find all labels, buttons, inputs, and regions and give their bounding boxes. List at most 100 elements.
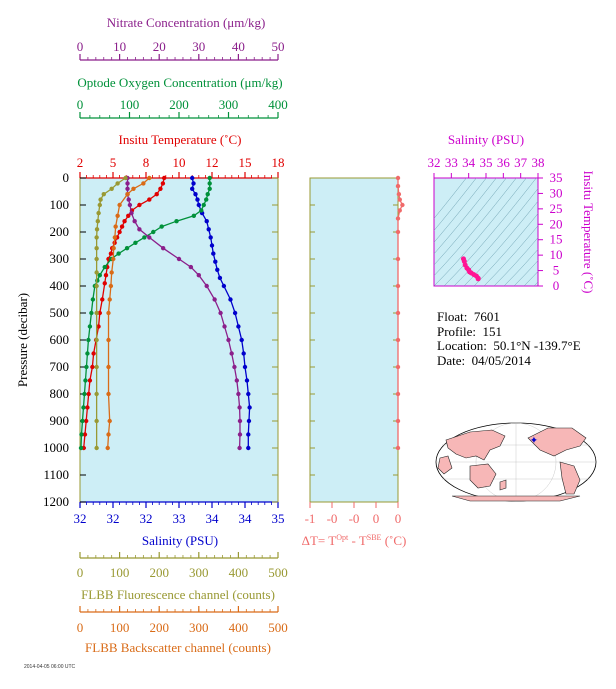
temperature-point <box>137 202 142 208</box>
ts-temperature-tick-label: 5 <box>553 263 560 278</box>
salinity-point <box>195 197 200 202</box>
oxygen-point <box>82 391 87 397</box>
nitrate-point <box>222 324 227 329</box>
ax-nitrate-tick-label: 50 <box>272 39 285 54</box>
ax-sal-tick-label: 32 <box>74 511 87 526</box>
nitrate-point <box>237 432 243 437</box>
density-contour <box>483 225 538 286</box>
backscatter-point <box>107 297 112 302</box>
ts-temperature-tick-label: 20 <box>550 216 563 231</box>
map-land <box>437 427 587 502</box>
oxygen-point <box>207 181 212 186</box>
oxygen-point <box>102 264 107 270</box>
delta-t-axis: -1 -0 -0 0 0 <box>305 502 402 526</box>
ax-temp-tick-label: 12 <box>206 155 219 170</box>
fluorescence-point <box>115 181 120 186</box>
ax-fl-tick-label: 300 <box>189 565 209 580</box>
delta-t-tick-label: -1 <box>305 511 316 526</box>
density-contours <box>434 178 538 286</box>
backscatter-point <box>115 213 120 218</box>
ts-salinity-axis-title: Salinity (PSU) <box>448 132 524 147</box>
pressure-tick-label: 500 <box>50 305 70 320</box>
ts-salinity-tick-label: 32 <box>428 155 441 170</box>
salinity-point <box>191 181 196 186</box>
float-location-marker: ✦ <box>530 435 538 446</box>
backscatter-point <box>111 256 116 262</box>
temperature-point <box>158 186 163 191</box>
nitrate-point <box>234 378 240 383</box>
ax-sal-tick-label: 34 <box>206 511 220 526</box>
salinity-point <box>242 364 248 370</box>
nitrate-point <box>188 264 194 270</box>
oxygen-point <box>78 445 84 451</box>
ts-temperature-tick-label: 10 <box>550 247 563 262</box>
ts-salinity-tick-label: 34 <box>462 155 476 170</box>
salinity-point <box>246 391 251 397</box>
fluorescence-axis: 0 100 200 300 400 500 <box>77 552 288 580</box>
ax-fl-tick-label: 500 <box>268 565 288 580</box>
ax-temp-tick-label: 18 <box>272 155 285 170</box>
ax-sal-tick-label: 35 <box>272 511 285 526</box>
ts-temperature-tick-label: 15 <box>550 232 563 247</box>
salinity-point <box>208 235 213 240</box>
fluorescence-point <box>109 186 114 191</box>
oxygen-point <box>207 186 212 191</box>
density-contour <box>434 178 507 266</box>
ax-fl-tick-label: 400 <box>229 565 249 580</box>
temperature-point <box>160 181 166 186</box>
fluorescence-point <box>95 219 101 224</box>
oxygen-point <box>159 224 164 229</box>
density-contour <box>493 237 538 286</box>
ax-temp-tick-label: 8 <box>143 155 150 170</box>
nitrate-point <box>237 445 242 451</box>
ax-sal-tick-label: 34 <box>239 511 253 526</box>
delta_t-point <box>395 256 401 262</box>
oxygen-point <box>204 197 209 202</box>
backscatter-point <box>117 202 122 208</box>
delta_t-point <box>396 192 402 197</box>
temperature-point <box>100 297 105 302</box>
density-contour <box>513 260 538 286</box>
salinity-point <box>244 378 250 383</box>
profile-line: Profile: 151 <box>437 323 502 339</box>
fluorescence-point <box>94 256 99 262</box>
pressure-tick-label: 200 <box>50 224 70 239</box>
fluorescence-point <box>94 445 99 451</box>
density-contour <box>434 178 517 277</box>
location-line: Location: 50.1°N -139.7°E <box>437 338 581 353</box>
ax-temp-tick-label: 2 <box>77 155 84 170</box>
backscatter-axis: 0 100 200 300 400 500 <box>77 606 288 635</box>
ax-temp-tick-label: 5 <box>110 155 117 170</box>
fluorescence-point <box>97 202 103 208</box>
ts-salinity-tick-label: 37 <box>514 155 528 170</box>
salinity-axis-title: Salinity (PSU) <box>142 533 218 548</box>
delta-t-tick-label: 0 <box>395 511 402 526</box>
oxygen-point <box>79 432 84 437</box>
nitrate-point <box>125 181 130 186</box>
backscatter-point <box>111 246 116 251</box>
oxygen-point <box>191 213 197 218</box>
ts-temperature-tick-label: 30 <box>550 185 563 200</box>
salinity-point <box>190 175 195 181</box>
fluorescence-point <box>101 192 106 197</box>
nitrate-axis-title: Nitrate Concentration (μm/kg) <box>107 15 266 30</box>
delta_t-point <box>395 364 401 370</box>
ax-temp-tick-label: 10 <box>173 155 186 170</box>
salinity-point <box>232 310 238 316</box>
pressure-tick-label: 900 <box>50 413 70 428</box>
nitrate-point <box>129 210 134 216</box>
delta-t-tick-label: -0 <box>349 511 360 526</box>
ax-oxygen-tick-label: 0 <box>77 97 84 112</box>
temperature-point <box>90 364 95 370</box>
backscatter-point <box>106 337 111 343</box>
salinity-point <box>228 297 233 302</box>
delta_t-point <box>395 175 401 181</box>
nitrate-point <box>212 297 217 302</box>
fluorescence-point <box>94 310 99 316</box>
oxygen-point <box>116 251 121 256</box>
ax-fl-tick-label: 100 <box>110 565 130 580</box>
pressure-axis-title: Pressure (decibar) <box>15 293 30 387</box>
delta_t-point <box>397 197 402 202</box>
backscatter-axis-title: FLBB Backscatter channel (counts) <box>85 640 271 655</box>
